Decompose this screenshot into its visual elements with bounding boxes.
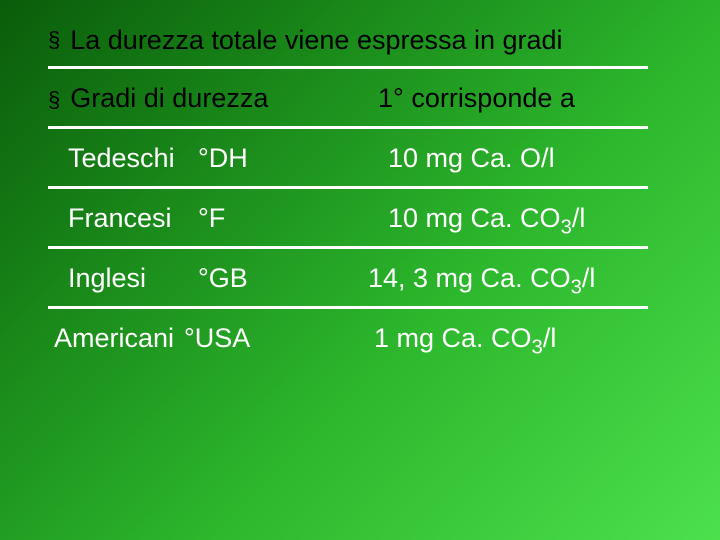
- divider: [48, 306, 648, 309]
- row-value-post: /l: [543, 323, 557, 353]
- table-row: Tedeschi °DH 10 mg Ca. O/l: [48, 137, 680, 178]
- row-name: Americani: [54, 323, 184, 354]
- table-row: Francesi °F 10 mg Ca. CO3/l: [48, 197, 680, 238]
- row-value-pre: 14, 3 mg Ca. CO: [368, 263, 571, 293]
- divider: [48, 246, 648, 249]
- row-unit: °DH: [198, 143, 248, 174]
- bullet-icon: §: [48, 86, 60, 115]
- row-value-pre: 10 mg Ca. CO: [388, 203, 561, 233]
- row-value-post: /l: [582, 263, 596, 293]
- row-left: Francesi °F: [48, 203, 368, 234]
- row-value: 1 mg Ca. CO3/l: [374, 323, 556, 354]
- row-value: 10 mg Ca. CO3/l: [388, 203, 585, 234]
- row-left: Tedeschi °DH: [48, 143, 368, 174]
- row-unit: °GB: [198, 263, 248, 294]
- intro-text: La durezza totale viene espressa in grad…: [70, 24, 562, 58]
- row-value-post: /l: [572, 203, 586, 233]
- slide-content: § La durezza totale viene espressa in gr…: [0, 0, 720, 540]
- header-right: 1° corrisponde a: [378, 83, 575, 114]
- row-value-sub: 3: [571, 277, 582, 299]
- divider: [48, 186, 648, 189]
- row-value: 14, 3 mg Ca. CO3/l: [368, 263, 595, 294]
- row-value-pre: 1 mg Ca. CO: [374, 323, 532, 353]
- row-unit: °F: [198, 203, 225, 234]
- header-left-text: Gradi di durezza: [70, 83, 268, 114]
- divider: [48, 66, 648, 69]
- row-name: Tedeschi: [68, 143, 198, 174]
- row-value-sub: 3: [532, 337, 543, 359]
- row-left: Inglesi °GB: [48, 263, 368, 294]
- row-name: Francesi: [68, 203, 198, 234]
- bullet-icon: §: [48, 26, 60, 55]
- header-row: § Gradi di durezza 1° corrisponde a: [48, 77, 680, 119]
- row-name: Inglesi: [68, 263, 198, 294]
- row-value: 10 mg Ca. O/l: [388, 143, 555, 174]
- row-unit: °USA: [184, 323, 250, 354]
- row-left: Americani °USA: [48, 323, 354, 354]
- divider: [48, 126, 648, 129]
- header-left: § Gradi di durezza: [48, 83, 348, 115]
- row-value-sub: 3: [561, 217, 572, 239]
- table-row: Inglesi °GB 14, 3 mg Ca. CO3/l: [48, 257, 680, 298]
- table-row: Americani °USA 1 mg Ca. CO3/l: [48, 317, 680, 358]
- intro-row: § La durezza totale viene espressa in gr…: [48, 24, 680, 58]
